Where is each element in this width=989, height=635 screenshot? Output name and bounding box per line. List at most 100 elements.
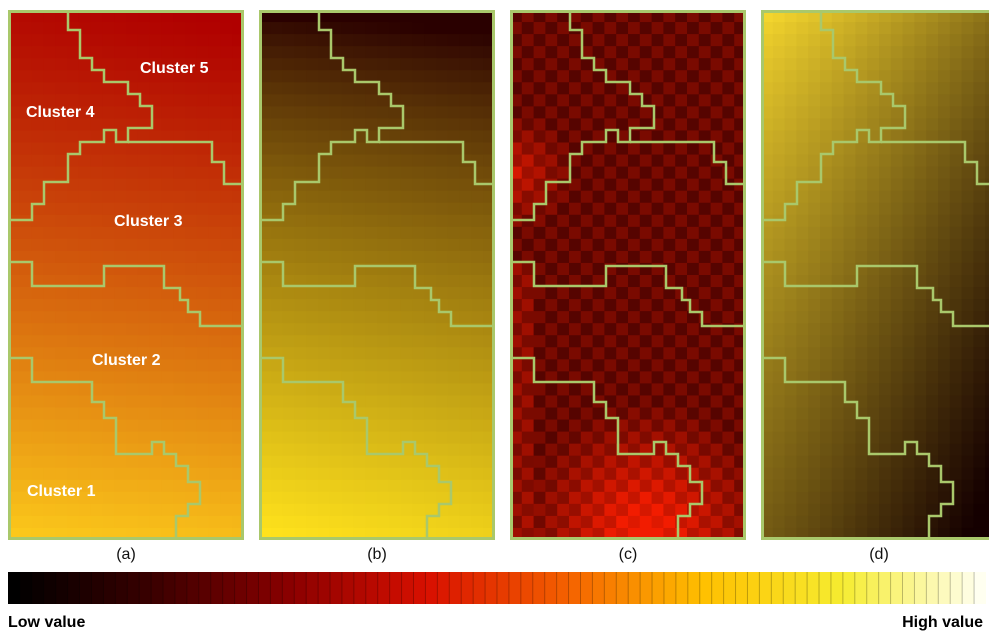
heatmap-cell: [831, 491, 845, 505]
heatmap-cell: [761, 130, 774, 144]
heatmap-cell: [902, 250, 915, 264]
heatmap-cell: [388, 142, 402, 156]
heatmap-cell: [259, 407, 272, 421]
heatmap-cell: [510, 262, 523, 276]
heatmap-cell: [102, 166, 115, 180]
heatmap-cell: [604, 154, 617, 168]
heatmap-cell: [949, 250, 963, 264]
heatmap-cell: [447, 455, 461, 469]
heatmap-cell: [510, 46, 523, 59]
heatmap-cell: [761, 371, 774, 385]
heatmap-cell: [616, 250, 629, 264]
heatmap-cell: [78, 130, 92, 144]
heatmap-cell: [675, 407, 688, 421]
heatmap-cell: [388, 419, 402, 433]
heatmap-cell: [651, 250, 664, 264]
heatmap-cell: [545, 323, 558, 336]
heatmap-cell: [569, 46, 582, 59]
heatmap-cell: [902, 275, 915, 288]
heatmap-cell: [604, 178, 617, 192]
heatmap-cell: [412, 287, 425, 300]
heatmap-cell: [377, 202, 390, 216]
heatmap-cell: [306, 479, 319, 493]
heatmap-cell: [19, 323, 33, 336]
heatmap-cell: [282, 335, 295, 348]
heatmap-cell: [259, 166, 272, 180]
heatmap-cell: [761, 202, 774, 216]
heatmap-cell: [161, 515, 174, 529]
heatmap-cell: [569, 407, 582, 421]
heatmap-cell: [90, 70, 103, 83]
heatmap-cell: [483, 226, 495, 240]
heatmap-cell: [772, 371, 786, 385]
heatmap-cell: [675, 238, 688, 252]
heatmap-cell: [734, 250, 746, 264]
heatmap-cell: [137, 491, 151, 505]
heatmap-cell: [282, 383, 295, 397]
heatmap-cell: [961, 359, 974, 372]
heatmap-cell: [400, 347, 413, 360]
heatmap-cell: [855, 491, 868, 505]
heatmap-cell: [259, 82, 272, 95]
heatmap-cell: [137, 10, 151, 23]
heatmap-cell: [78, 467, 92, 481]
heatmap-cell: [879, 383, 892, 397]
heatmap-cell: [114, 70, 127, 83]
heatmap-cell: [784, 202, 797, 216]
heatmap-cell: [318, 311, 331, 324]
heatmap-cell: [471, 455, 484, 469]
heatmap-cell: [67, 178, 80, 192]
heatmap-cell: [377, 238, 390, 252]
heatmap-cell: [294, 46, 307, 59]
heatmap-cell: [19, 383, 33, 397]
heatmap-cell: [710, 347, 723, 360]
heatmap-cell: [471, 10, 484, 23]
heatmap-cell: [831, 22, 845, 35]
heatmap-cell: [961, 178, 974, 192]
heatmap-cell: [436, 94, 449, 107]
heatmap-cell: [78, 287, 92, 300]
heatmap-cell: [353, 118, 366, 132]
heatmap-cell: [961, 443, 974, 457]
heatmap-cell: [208, 383, 221, 397]
heatmap-cell: [149, 479, 162, 493]
heatmap-cell: [126, 154, 139, 168]
heatmap-cell: [772, 287, 786, 300]
heatmap-cell: [510, 154, 523, 168]
heatmap-cell: [761, 142, 774, 156]
heatmap-cell: [436, 10, 449, 23]
heatmap-cell: [651, 46, 664, 59]
heatmap-cell: [483, 46, 495, 59]
heatmap-cell: [604, 515, 617, 529]
heatmap-cell: [510, 467, 523, 481]
heatmap-cell: [388, 515, 402, 529]
heatmap-cell: [710, 106, 723, 120]
heatmap-cell: [90, 58, 103, 71]
heatmap-cell: [569, 166, 582, 180]
heatmap-cell: [270, 130, 284, 144]
heatmap-cell: [341, 311, 354, 324]
heatmap-cell: [973, 467, 986, 481]
heatmap-cell: [687, 106, 700, 120]
heatmap-cell: [90, 154, 103, 168]
heatmap-cell: [843, 491, 856, 505]
color-scale-segment: [497, 572, 510, 604]
heatmap-cell: [985, 491, 989, 505]
heatmap-cell: [400, 371, 413, 385]
heatmap-cell: [353, 34, 366, 47]
heatmap-cell: [353, 46, 366, 59]
heatmap-cell: [545, 359, 558, 372]
heatmap-cell: [914, 166, 927, 180]
heatmap-cell: [557, 118, 570, 132]
heatmap-cell: [377, 22, 390, 35]
heatmap-cell: [436, 527, 449, 540]
heatmap-cell: [365, 130, 378, 144]
heatmap-cell: [628, 347, 641, 360]
heatmap-cell: [949, 166, 963, 180]
heatmap-cell: [831, 94, 845, 107]
heatmap-cell: [796, 503, 809, 517]
heatmap-cell: [796, 443, 809, 457]
heatmap-cell: [902, 58, 915, 71]
heatmap-cell: [294, 323, 307, 336]
heatmap-cell: [510, 238, 523, 252]
